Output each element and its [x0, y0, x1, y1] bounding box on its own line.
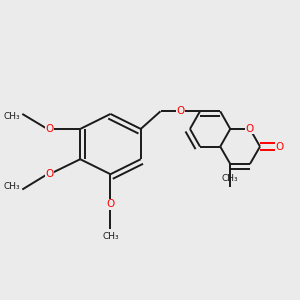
Text: CH₃: CH₃ — [222, 174, 238, 183]
Text: O: O — [276, 142, 284, 152]
Text: O: O — [246, 124, 254, 134]
Text: O: O — [45, 169, 54, 179]
Text: O: O — [45, 124, 54, 134]
Text: CH₃: CH₃ — [3, 182, 20, 191]
Text: O: O — [176, 106, 184, 116]
Text: CH₃: CH₃ — [3, 112, 20, 121]
Text: O: O — [106, 200, 115, 209]
Text: CH₃: CH₃ — [102, 232, 119, 241]
